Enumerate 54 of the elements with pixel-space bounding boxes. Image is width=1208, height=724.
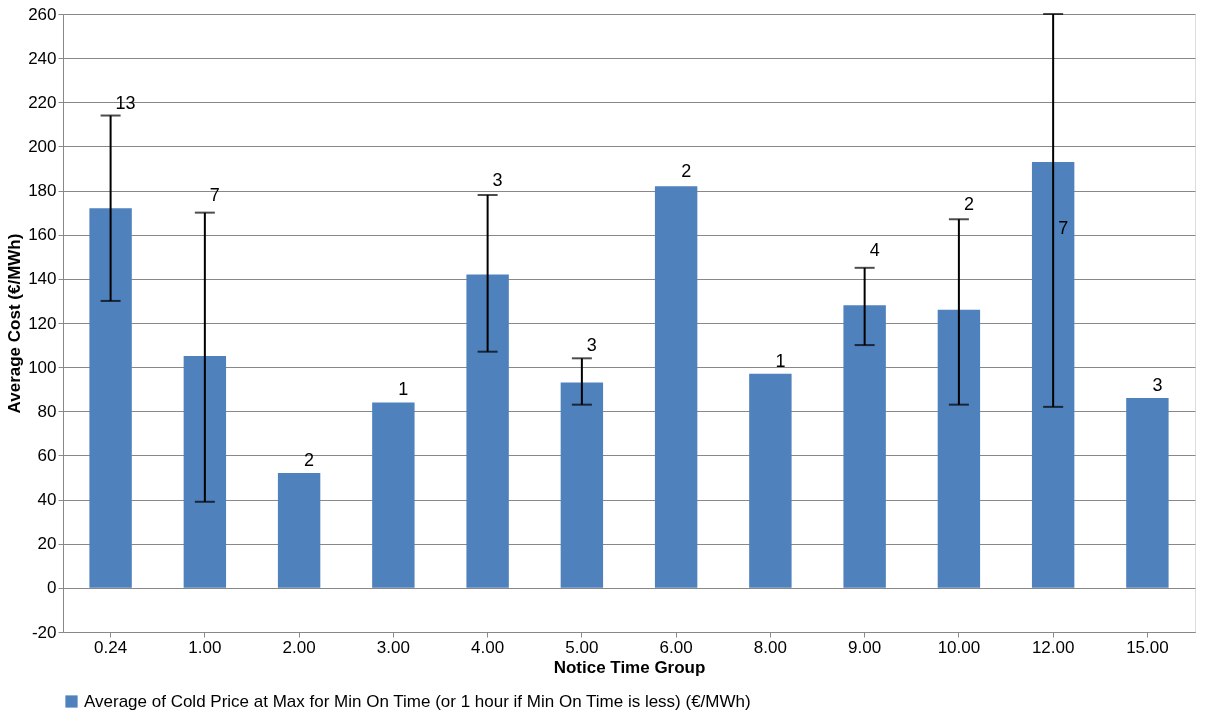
bar (937, 309, 981, 588)
x-tick-label: 0.24 (94, 637, 128, 657)
bar (1031, 161, 1075, 588)
x-tick-label: 12.00 (1031, 637, 1075, 657)
x-tick-label: 6.00 (659, 637, 693, 657)
annotation: 3 (1152, 375, 1163, 396)
x-tick-label: 5.00 (565, 637, 599, 657)
y-tick-label: 140 (28, 269, 57, 289)
bar (89, 208, 132, 588)
x-tick-label: 8.00 (753, 637, 787, 657)
x-tick-label: 4.00 (471, 637, 505, 657)
x-tick-label: 15.00 (1126, 637, 1169, 657)
y-tick-label: 160 (28, 225, 57, 245)
annotation: 2 (963, 194, 974, 215)
annotation: 1 (398, 379, 409, 400)
y-tick-label: 100 (28, 357, 57, 377)
annotation: 2 (681, 160, 692, 181)
annotation: 7 (209, 185, 220, 206)
x-tick-label: 3.00 (376, 637, 410, 657)
bar (372, 402, 415, 588)
legend-label: Average of Cold Price at Max for Min On Time (or 1 hour if Min On Time is less) (€/MWh) (84, 691, 751, 711)
annotation: 4 (869, 240, 880, 261)
annotation: 3 (492, 169, 503, 190)
x-tick-label: 9.00 (848, 637, 882, 657)
y-tick-label: -20 (31, 622, 57, 642)
x-tick-label: 1.00 (188, 637, 222, 657)
y-tick-label: 180 (28, 181, 57, 201)
annotation: 13 (115, 92, 136, 113)
x-tick-label: 10.00 (937, 637, 981, 657)
annotation: 7 (1058, 218, 1069, 239)
y-axis-title: Average Cost (€/MWh) (5, 233, 25, 414)
y-tick-label: 60 (37, 445, 57, 465)
y-tick-label: 220 (28, 92, 57, 112)
bar (654, 186, 698, 588)
y-tick-label: 80 (37, 401, 57, 421)
bar (277, 473, 321, 588)
bar (183, 356, 227, 588)
bar (749, 373, 792, 588)
annotation: 2 (304, 450, 315, 471)
bar (1126, 398, 1169, 588)
bar (466, 274, 509, 588)
bar (843, 305, 886, 588)
y-tick-label: 20 (37, 534, 57, 554)
x-tick-label: 2.00 (282, 637, 316, 657)
annotation: 3 (586, 335, 597, 356)
y-tick-label: 120 (28, 313, 57, 333)
y-tick-label: 40 (37, 490, 57, 510)
y-tick-label: 260 (28, 4, 57, 24)
bar (560, 382, 604, 588)
annotation: 1 (775, 350, 786, 371)
y-tick-label: 0 (47, 578, 57, 598)
y-tick-label: 200 (28, 136, 57, 156)
x-axis-title: Notice Time Group (553, 657, 706, 677)
y-tick-label: 240 (28, 48, 57, 68)
